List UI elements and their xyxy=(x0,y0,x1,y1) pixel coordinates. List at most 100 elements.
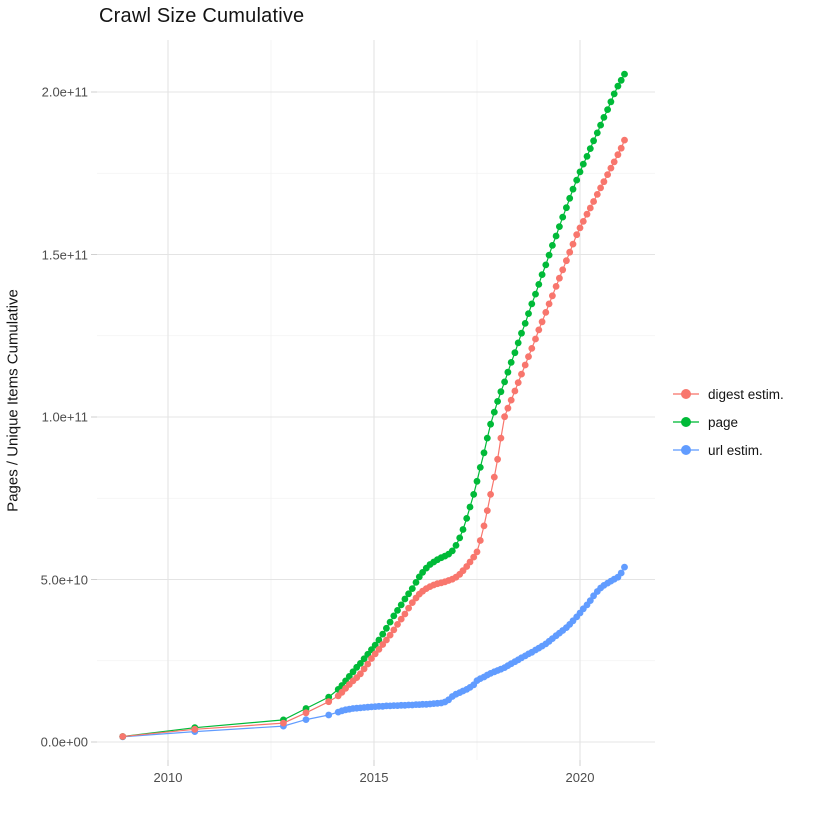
data-point xyxy=(360,655,368,663)
data-point xyxy=(397,601,405,609)
data-point xyxy=(507,359,515,366)
data-point xyxy=(412,579,420,586)
data-point xyxy=(514,379,522,386)
data-point xyxy=(302,716,310,723)
legend-item-digest-estim: digest estim. xyxy=(673,380,784,408)
data-point xyxy=(490,408,498,416)
data-point xyxy=(621,563,628,571)
data-point xyxy=(569,185,577,193)
legend-item-page: page xyxy=(673,408,784,436)
data-point xyxy=(579,160,587,168)
data-point xyxy=(521,361,529,369)
data-point xyxy=(514,339,522,347)
data-point xyxy=(448,547,456,555)
legend-key-page-icon xyxy=(673,413,699,431)
data-point xyxy=(573,231,581,239)
data-point xyxy=(386,631,394,639)
data-point xyxy=(621,136,628,144)
data-point xyxy=(576,224,584,232)
data-point xyxy=(552,283,560,290)
data-point xyxy=(375,646,383,653)
data-point xyxy=(518,329,525,337)
data-point xyxy=(470,553,478,561)
legend-label: page xyxy=(708,414,739,430)
data-point xyxy=(604,106,611,113)
data-point xyxy=(535,281,543,288)
data-point xyxy=(545,251,553,259)
data-point xyxy=(360,665,368,673)
x-tick-label: 2015 xyxy=(359,770,389,785)
data-point xyxy=(528,345,536,352)
data-point xyxy=(401,595,409,603)
data-point xyxy=(610,158,618,166)
chart-title: Crawl Size Cumulative xyxy=(99,5,305,27)
data-point xyxy=(379,641,387,648)
data-point xyxy=(401,610,409,618)
data-point xyxy=(497,434,505,442)
data-point xyxy=(473,477,481,485)
data-point xyxy=(549,292,556,300)
data-point xyxy=(586,597,594,604)
y-tick-label: 2.0e+11 xyxy=(41,84,88,100)
y-tick-label: 1.0e+11 xyxy=(41,409,88,425)
data-point xyxy=(386,618,394,626)
legend-key-url-estim-icon xyxy=(673,441,699,459)
data-point xyxy=(552,232,560,240)
data-point xyxy=(302,709,310,717)
data-point xyxy=(394,621,401,628)
legend: digest estim. page url estim. xyxy=(673,380,784,464)
data-point xyxy=(617,569,625,577)
data-point xyxy=(521,320,529,327)
data-point xyxy=(490,473,498,481)
legend-key-digest-estim-icon xyxy=(673,385,699,403)
data-point xyxy=(607,98,615,106)
data-point xyxy=(494,455,501,463)
data-point xyxy=(545,300,553,308)
data-point xyxy=(466,503,474,511)
data-point xyxy=(501,413,508,421)
data-point xyxy=(573,176,581,184)
data-point xyxy=(476,537,484,544)
data-point xyxy=(364,660,372,668)
data-point xyxy=(375,636,383,644)
data-point xyxy=(556,223,563,231)
data-point xyxy=(607,164,615,172)
data-point xyxy=(528,300,536,308)
data-point xyxy=(390,612,398,620)
x-tick-label: 2020 xyxy=(565,770,595,785)
data-point xyxy=(610,90,618,98)
data-point xyxy=(345,673,353,680)
data-point xyxy=(480,449,488,457)
data-point xyxy=(470,491,478,498)
data-point xyxy=(383,636,390,644)
data-point xyxy=(397,615,405,623)
data-point xyxy=(542,261,550,269)
data-point xyxy=(604,171,611,179)
data-point xyxy=(476,464,484,471)
data-point xyxy=(538,318,546,326)
data-point xyxy=(590,137,597,145)
data-point xyxy=(532,335,539,343)
data-point xyxy=(614,151,622,159)
data-point xyxy=(394,607,401,614)
data-point xyxy=(466,558,474,566)
y-tick-label: 5.0e+10 xyxy=(40,572,88,587)
data-point xyxy=(617,144,625,152)
data-point xyxy=(518,370,525,378)
y-tick-label: 0.0e+00 xyxy=(40,734,88,750)
data-point xyxy=(600,114,608,121)
data-point xyxy=(357,660,364,667)
data-point xyxy=(597,184,604,192)
data-point xyxy=(325,698,333,706)
data-point xyxy=(405,604,412,612)
data-point xyxy=(579,218,587,225)
data-point xyxy=(583,210,591,218)
data-point xyxy=(576,168,584,176)
data-point xyxy=(473,548,481,556)
data-point xyxy=(556,274,563,282)
data-point xyxy=(511,349,519,357)
data-point xyxy=(497,388,505,396)
data-point xyxy=(535,326,543,334)
data-point xyxy=(563,204,570,212)
